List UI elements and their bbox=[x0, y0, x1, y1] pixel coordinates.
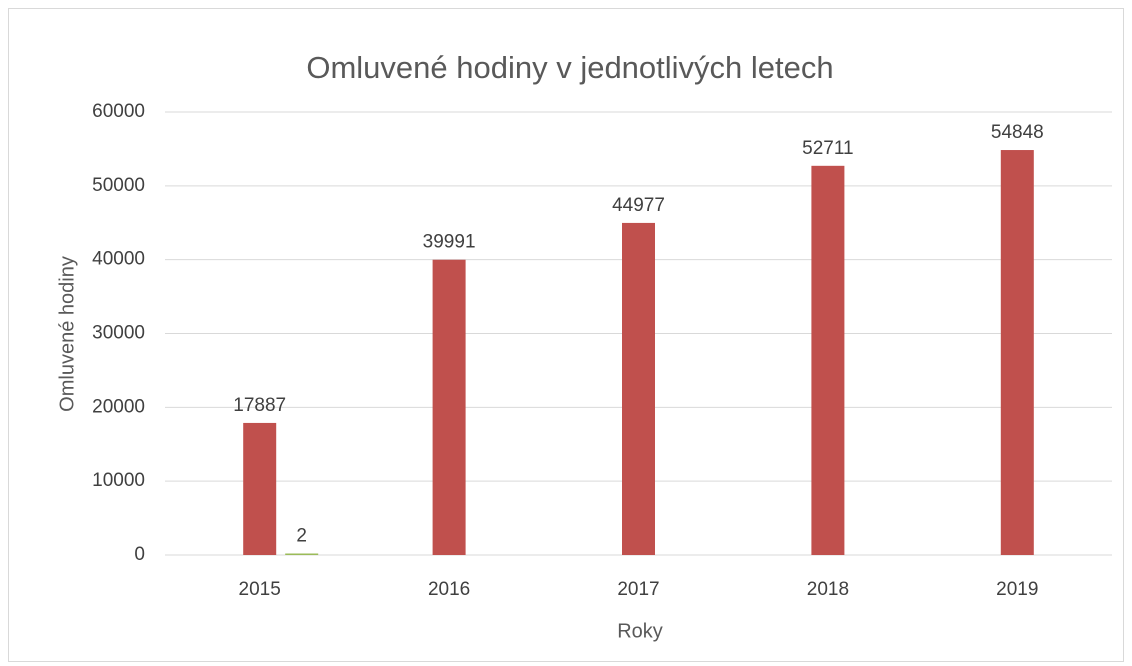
y-axis-title: Omluvené hodiny bbox=[56, 256, 78, 412]
y-tick-label: 60000 bbox=[92, 101, 145, 122]
bar bbox=[243, 422, 277, 555]
chart-title: Omluvené hodiny v jednotlivých letech bbox=[306, 50, 833, 85]
y-tick-label: 50000 bbox=[92, 175, 145, 196]
x-tick-label: 2019 bbox=[996, 579, 1038, 600]
x-axis-title: Roky bbox=[617, 620, 663, 642]
x-tick-label: 2017 bbox=[617, 579, 659, 600]
data-label: 52711 bbox=[802, 138, 853, 159]
y-tick-label: 40000 bbox=[92, 249, 145, 270]
y-tick-label: 0 bbox=[134, 544, 145, 565]
x-tick-label: 2018 bbox=[807, 579, 849, 600]
data-label: 17887 bbox=[233, 395, 286, 416]
data-label: 44977 bbox=[612, 195, 665, 216]
bar bbox=[811, 165, 845, 555]
data-label: 2 bbox=[296, 526, 307, 547]
bar bbox=[1000, 150, 1034, 555]
bar bbox=[622, 222, 655, 556]
data-label: 54848 bbox=[991, 122, 1044, 143]
x-tick-label: 2016 bbox=[428, 579, 470, 600]
bar bbox=[432, 259, 466, 555]
y-tick-label: 10000 bbox=[92, 470, 145, 491]
chart-border bbox=[8, 8, 1124, 662]
data-label: 39991 bbox=[423, 232, 476, 253]
x-tick-label: 2015 bbox=[239, 579, 281, 600]
y-tick-label: 20000 bbox=[92, 396, 145, 417]
y-tick-label: 30000 bbox=[92, 323, 145, 344]
bar bbox=[285, 553, 319, 555]
